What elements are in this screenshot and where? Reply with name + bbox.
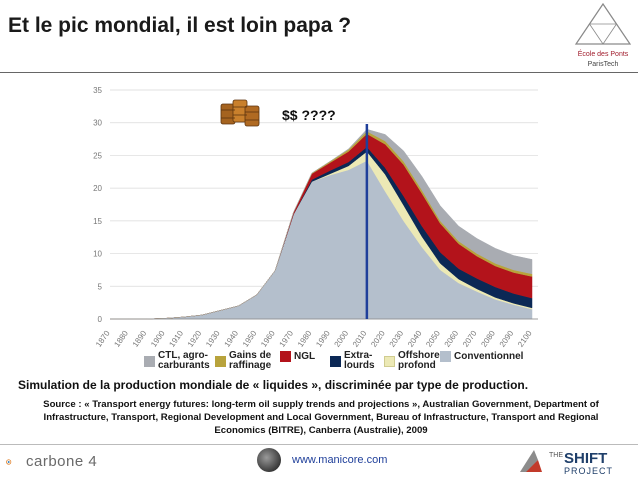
legend-swatch <box>440 351 451 362</box>
x-tick-label: 1970 <box>278 329 296 349</box>
ecole-des-ponts-logo: École des Ponts ParisTech <box>574 2 632 68</box>
legend-swatch <box>215 355 226 367</box>
y-tick-label: 0 <box>98 315 103 324</box>
x-tick-label: 1910 <box>167 329 185 349</box>
y-tick-label: 10 <box>93 250 102 259</box>
x-tick-label: 1960 <box>259 329 277 349</box>
legend-item-raffinage: Gains de raffinage <box>215 351 271 371</box>
legend-label: Extra- lourds <box>344 350 375 371</box>
carbone4-icon <box>6 459 12 465</box>
source-note: Source : « Transport energy futures: lon… <box>43 399 599 436</box>
carbone4-logo: carbone 4 <box>26 453 98 470</box>
legend-label: Offshore profond <box>398 350 440 371</box>
legend-swatch <box>144 355 155 367</box>
x-tick-label: 2070 <box>461 329 479 349</box>
logo-line1: École des Ponts <box>578 49 629 58</box>
x-tick-label: 2030 <box>388 329 406 349</box>
y-tick-label: 25 <box>93 151 102 160</box>
x-tick-label: 2080 <box>479 329 497 349</box>
legend-label: NGL <box>294 350 316 362</box>
x-tick-label: 2060 <box>443 329 461 349</box>
x-tick-label: 1920 <box>186 329 204 349</box>
legend-item-offshore: Offshore profond <box>384 351 440 371</box>
page-title: Et le pic mondial, il est loin papa ? <box>8 14 352 37</box>
legend-item-ngl: NGL <box>280 351 315 362</box>
legend-swatch <box>330 355 341 367</box>
legend-swatch <box>280 351 291 362</box>
x-tick-label: 2050 <box>424 329 442 349</box>
logo-the: THE <box>549 452 563 459</box>
stacked-areas <box>110 128 533 320</box>
series-area <box>110 128 533 320</box>
shift-project-logo: THE SHIFT PROJECT <box>520 450 613 476</box>
x-tick-label: 1940 <box>222 329 240 349</box>
legend-item-extra-lourds: Extra- lourds <box>330 351 375 371</box>
legend-item-ctl: CTL, agro- carburants <box>144 351 210 371</box>
legend-label: CTL, agro- carburants <box>158 350 210 371</box>
x-tick-label: 1930 <box>204 329 222 349</box>
website-link[interactable]: www.manicore.com <box>292 454 388 466</box>
footer-divider <box>0 444 638 445</box>
y-tick-label: 20 <box>93 184 102 193</box>
y-tick-label: 35 <box>93 86 102 95</box>
x-tick-label: 1900 <box>149 329 167 349</box>
legend-swatch <box>384 355 395 367</box>
title-divider <box>0 72 638 73</box>
x-tick-label: 1890 <box>131 329 149 349</box>
logo-shift: SHIFT <box>564 450 607 467</box>
x-tick-label: 2010 <box>351 329 369 349</box>
logo-line2: ParisTech <box>588 61 619 68</box>
barrels-icon <box>220 99 260 127</box>
x-tick-label: 1980 <box>296 329 314 349</box>
x-tick-label: 2090 <box>498 329 516 349</box>
legend-label: Gains de raffinage <box>229 350 272 371</box>
logo-project: PROJECT <box>564 466 613 476</box>
price-annotation: $$ ???? <box>282 107 336 123</box>
x-tick-label: 1880 <box>112 329 130 349</box>
x-tick-label: 1990 <box>314 329 332 349</box>
x-tick-label: 2000 <box>333 329 351 349</box>
y-tick-label: 15 <box>93 217 102 226</box>
y-tick-label: 30 <box>93 119 102 128</box>
x-tick-label: 2040 <box>406 329 424 349</box>
x-tick-label: 2100 <box>516 329 534 349</box>
x-tick-label: 1950 <box>241 329 259 349</box>
x-tick-label: 1870 <box>94 329 112 349</box>
chart-legend: CTL, agro- carburants Gains de raffinage… <box>144 351 564 377</box>
chart-caption: Simulation de la production mondiale de … <box>18 378 529 392</box>
legend-item-conventionnel: Conventionnel <box>440 351 523 362</box>
x-tick-label: 2020 <box>369 329 387 349</box>
legend-label: Conventionnel <box>454 350 524 362</box>
y-tick-label: 5 <box>98 282 103 291</box>
moon-icon <box>257 448 281 472</box>
